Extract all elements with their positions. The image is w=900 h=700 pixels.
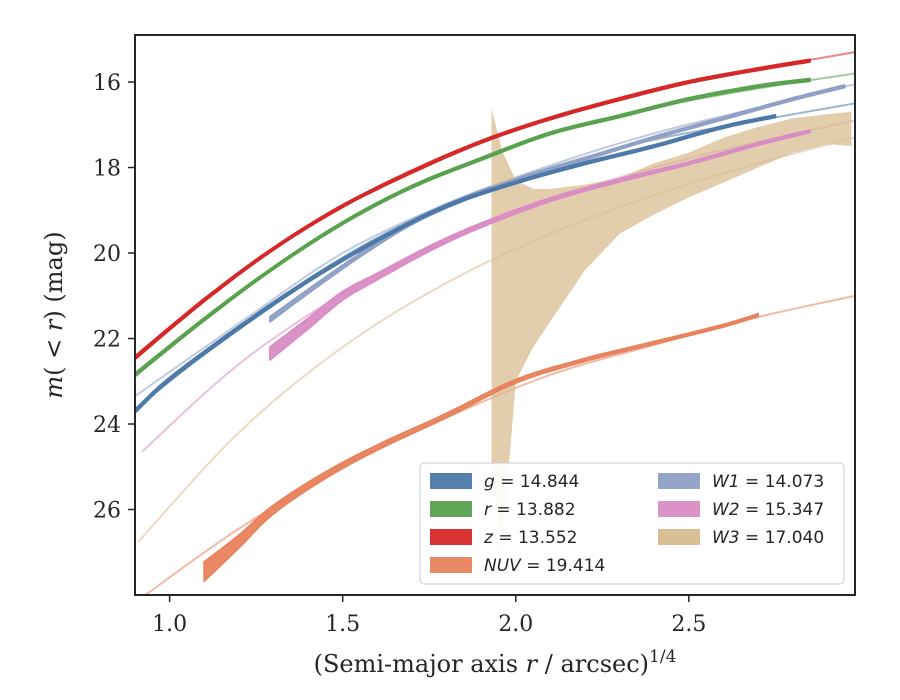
legend-entry-w2: W2 = 15.347 (658, 500, 824, 520)
legend-entry-nuv: NUV = 19.414 (430, 556, 605, 576)
legend-entry-w1: W1 = 14.073 (658, 472, 824, 492)
plot-frame (134, 34, 856, 596)
legend-label: z = 13.552 (483, 528, 577, 548)
band-w2 (269, 129, 811, 361)
legend-swatch (430, 473, 472, 489)
band-z (135, 58, 811, 361)
legend-swatch (658, 501, 700, 517)
legend-label: W3 = 17.040 (712, 528, 824, 548)
profile-bands (135, 58, 852, 582)
legend-label: W2 = 15.347 (712, 500, 824, 520)
y-tick-label: 22 (93, 328, 121, 353)
legend-swatch (658, 529, 700, 545)
y-axis-label: m( < r) (mag) (40, 231, 68, 398)
legend-box (419, 462, 845, 585)
band-nuv (203, 312, 759, 582)
legend-entry-g: g = 14.844 (430, 472, 579, 492)
legend-swatch (430, 557, 472, 573)
legend-swatch (658, 473, 700, 489)
band-g (135, 114, 777, 414)
x-tick-label: 2.0 (498, 612, 533, 637)
legend-label: r = 13.882 (484, 500, 576, 520)
legend-label: NUV = 19.414 (484, 556, 605, 576)
band-r (135, 77, 811, 378)
legend-label: W1 = 14.073 (712, 472, 824, 492)
x-tick-label: 2.5 (671, 612, 706, 637)
y-tick-label: 16 (93, 71, 121, 96)
y-tick-label: 24 (93, 413, 121, 438)
band-w3 (491, 107, 852, 553)
legend-entry-r: r = 13.882 (430, 500, 576, 520)
x-tick-label: 1.0 (152, 612, 187, 637)
axes: 1.0 1.5 2.0 2.5 16 18 20 22 24 26 (93, 34, 856, 637)
y-tick-label: 18 (93, 157, 121, 182)
y-tick-label: 26 (93, 499, 121, 524)
x-axis-label: (Semi-major axis r / arcsec)1/4 (314, 647, 677, 678)
legend-entry-z: z = 13.552 (430, 528, 577, 548)
legend-entry-w3: W3 = 17.040 (658, 528, 824, 548)
y-tick-label: 20 (93, 242, 121, 267)
legend: g = 14.844 r = 13.882 z = 13.552 NUV = 19.4… (419, 462, 845, 585)
legend-swatch (430, 529, 472, 545)
legend-label: g = 14.844 (484, 472, 579, 492)
legend-swatch (430, 501, 472, 517)
x-tick-label: 1.5 (325, 612, 360, 637)
